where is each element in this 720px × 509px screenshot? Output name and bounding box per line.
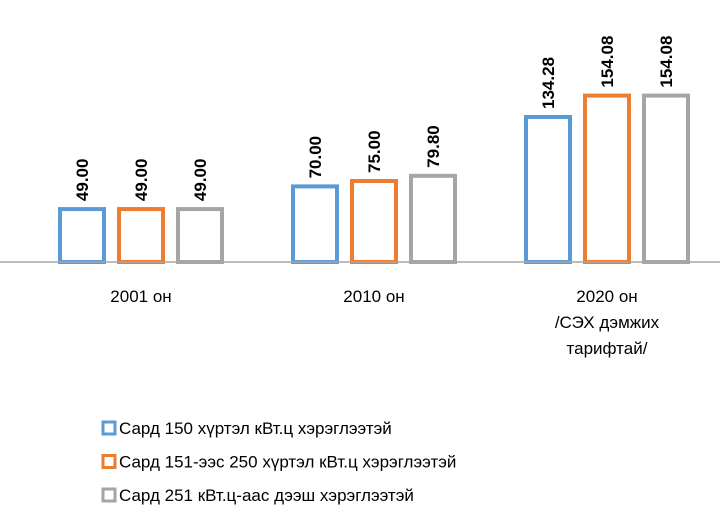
bar [117, 207, 165, 264]
value-label: 134.28 [539, 57, 558, 109]
bar [291, 184, 339, 264]
value-label: 49.00 [191, 159, 210, 202]
legend-label: Сард 151-ээс 250 хүртэл кВт.ц хэрэглээтэ… [119, 453, 456, 472]
x-tick-label: 2001 он [110, 287, 172, 306]
value-label: 70.00 [306, 136, 325, 179]
legend-label: Сард 150 хүртэл кВт.ц хэрэглээтэй [119, 419, 392, 438]
bar [409, 173, 457, 264]
bar [350, 179, 398, 264]
legend-label: Сард 251 кВт.ц-аас дээш хэрэглээтэй [119, 486, 414, 505]
value-label: 49.00 [132, 159, 151, 202]
bar [583, 93, 631, 264]
legend-swatch [101, 420, 117, 436]
bar [524, 114, 572, 264]
x-tick-label: 2010 он [343, 287, 405, 306]
x-tick-label: 2020 он /СЭХ дэмжих тарифтай/ [554, 287, 660, 358]
value-label: 154.08 [657, 36, 676, 88]
value-label: 49.00 [73, 159, 92, 202]
bar [58, 207, 106, 264]
legend-swatch [101, 454, 117, 469]
bar [176, 207, 224, 264]
value-label: 79.80 [424, 125, 443, 168]
value-label: 75.00 [365, 130, 384, 173]
legend-swatch [101, 487, 117, 503]
bar [642, 93, 690, 264]
value-label: 154.08 [598, 36, 617, 88]
